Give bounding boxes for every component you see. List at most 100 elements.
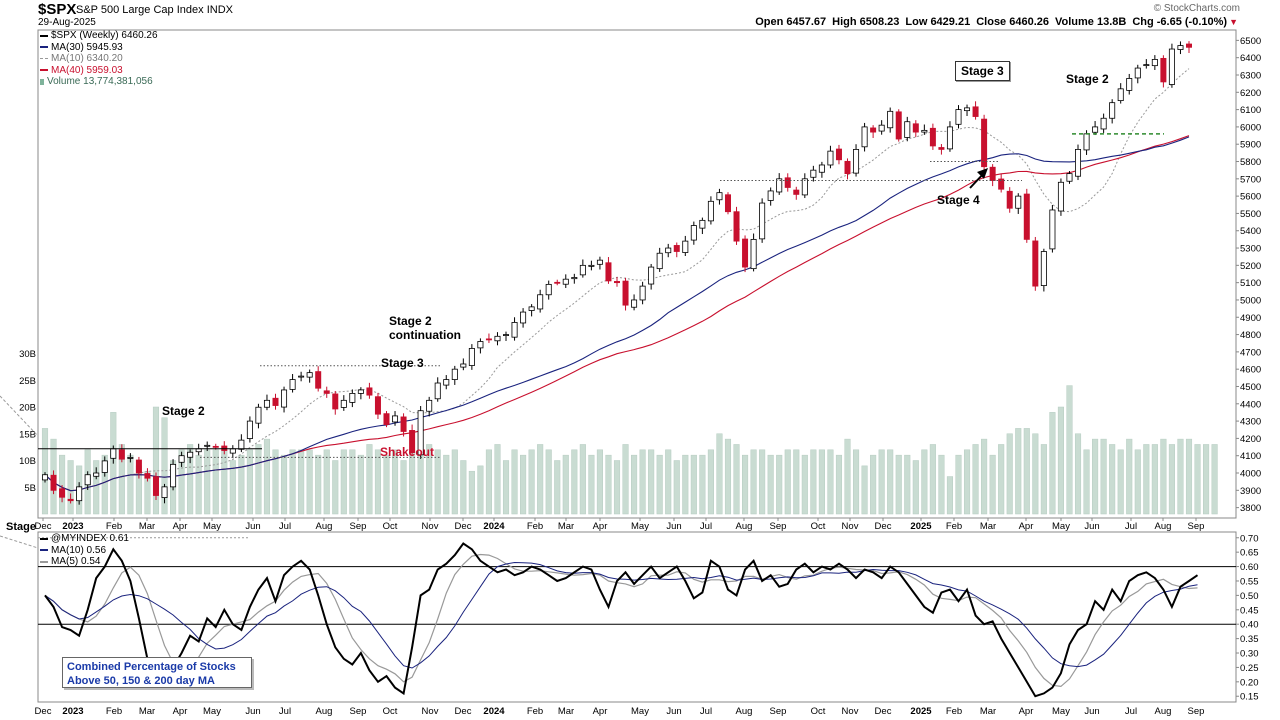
x-tick-label: Feb <box>946 521 962 532</box>
x-tick-label: 2025 <box>910 521 932 532</box>
indicator-x-tick-label: Apr <box>173 706 188 717</box>
candle-body <box>332 393 339 410</box>
indicator-tick-label: 0.45 <box>1240 605 1259 616</box>
candle-body <box>870 127 877 133</box>
volume-bar <box>263 438 271 515</box>
volume-bar <box>221 449 228 515</box>
candle-body <box>246 420 253 439</box>
x-tick-label: Aug <box>1155 521 1172 532</box>
volume-bar <box>596 449 603 515</box>
ma30-swatch <box>40 46 48 49</box>
candle-body <box>400 416 407 432</box>
price-tick-label: 5200 <box>1240 261 1261 272</box>
volume-bar <box>852 449 860 515</box>
volume-bar <box>195 454 202 515</box>
legend-ma10: MA(10) 6340.20 <box>40 53 158 65</box>
indicator-x-tick-label: Nov <box>842 706 859 717</box>
volume-bar <box>861 465 868 515</box>
legend-main-text: $SPX (Weekly) 6460.26 <box>51 30 158 41</box>
candle-body <box>1075 149 1082 177</box>
ma30-line <box>44 136 1190 492</box>
x-tick-label: May <box>203 521 221 532</box>
candle-body <box>673 245 680 252</box>
candle-body <box>750 238 757 270</box>
candle-body <box>477 341 484 349</box>
indicator-x-tick-label: 2024 <box>483 706 505 717</box>
chart-date: 29-Aug-2025 <box>38 17 96 28</box>
candle-body <box>1134 67 1141 79</box>
candle-body <box>921 129 928 133</box>
candle-body <box>1032 240 1039 287</box>
candle-body <box>622 280 629 306</box>
candle-body <box>170 463 177 488</box>
volume-bar <box>1211 444 1218 515</box>
volume-bar <box>938 454 945 515</box>
indicator-legend: @MYINDEX 0.61 MA(10) 0.56 MA(5) 0.54 <box>40 533 129 568</box>
x-tick-label: Sep <box>1188 521 1205 532</box>
x-tick-label: Feb <box>106 521 122 532</box>
x-tick-label: Dec <box>35 521 52 532</box>
volume-bar <box>989 454 996 515</box>
volume-bar <box>998 444 1005 515</box>
volume-bar <box>750 449 757 515</box>
candle-body <box>989 166 996 181</box>
candle-body <box>699 219 706 229</box>
volume-bar <box>742 454 749 515</box>
candle-body <box>238 439 245 450</box>
open-value: Open 6457.67 <box>755 16 827 28</box>
volume-bar <box>835 454 843 515</box>
x-tick-label: Apr <box>173 521 188 532</box>
volume-bar <box>41 428 49 515</box>
candle-body <box>221 445 228 451</box>
indicator-x-tick-label: Nov <box>422 706 439 717</box>
indicator-x-tick-label: Aug <box>736 706 753 717</box>
price-tick-label: 5500 <box>1240 209 1261 220</box>
candle-body <box>818 164 825 173</box>
x-tick-label: Dec <box>455 521 472 532</box>
candle-body <box>178 455 185 463</box>
volume-bar <box>767 454 774 515</box>
indicator-note: Combined Percentage of Stocks Above 50, … <box>62 657 252 688</box>
ind-legend-ma10: MA(10) 0.56 <box>40 545 129 557</box>
main-swatch <box>40 34 48 37</box>
volume-bar <box>733 444 740 515</box>
candle-body <box>289 379 296 390</box>
ind-ma5-swatch <box>40 560 48 563</box>
volume-bar <box>1109 444 1116 515</box>
volume-tick-label: 20B <box>19 403 36 414</box>
indicator-x-tick-label: Mar <box>139 706 155 717</box>
volume-bar <box>357 454 364 515</box>
candle-body <box>468 348 475 366</box>
legend-main: $SPX (Weekly) 6460.26 <box>40 30 158 42</box>
volume-bar <box>870 454 877 515</box>
candle-body <box>357 389 364 394</box>
volume-bar <box>1032 433 1039 515</box>
candle-body <box>110 448 117 459</box>
volume-bar <box>477 465 484 515</box>
price-tick-label: 4600 <box>1240 365 1261 376</box>
x-tick-label: May <box>631 521 649 532</box>
candle-body <box>528 306 535 311</box>
volume-bar <box>187 444 194 515</box>
candle-body <box>1066 173 1073 182</box>
volume-tick-label: 5B <box>24 483 36 494</box>
indicator-x-tick-label: May <box>631 706 649 717</box>
candle-body <box>383 413 390 425</box>
candle-body <box>511 322 518 338</box>
candle-body <box>460 363 467 368</box>
ind-main-swatch <box>40 537 48 540</box>
indicator-x-tick-label: Oct <box>811 706 826 717</box>
volume-bar <box>776 454 783 515</box>
volume-bar <box>426 444 433 515</box>
quote-summary: Open 6457.67 High 6508.23 Low 6429.21 Cl… <box>755 16 1238 28</box>
volume-bar <box>1066 385 1073 515</box>
volume-bar <box>1151 444 1158 515</box>
price-tick-label: 5400 <box>1240 226 1261 237</box>
price-tick-label: 4700 <box>1240 347 1261 358</box>
candle-body <box>349 393 356 403</box>
volume-bar <box>417 449 424 515</box>
indicator-x-tick-label: Dec <box>455 706 472 717</box>
indicator-x-tick-label: Jun <box>666 706 681 717</box>
x-tick-label: Mar <box>139 521 155 532</box>
